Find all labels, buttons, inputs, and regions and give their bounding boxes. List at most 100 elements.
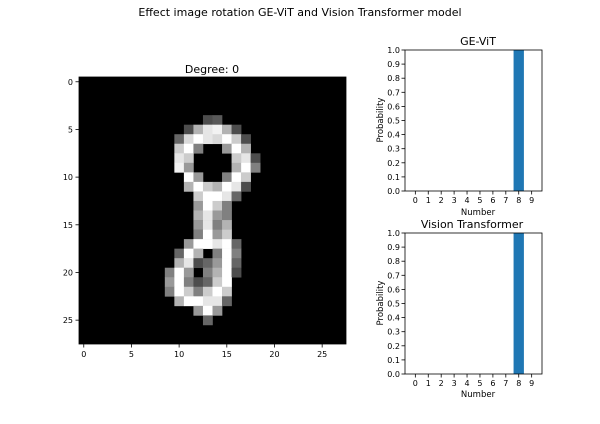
bar-y-tick-label: 0.9 [387, 60, 400, 69]
image-pixel [222, 172, 232, 183]
image-pixel [193, 172, 204, 183]
image-pixel [174, 153, 185, 164]
image-pixel [231, 181, 242, 192]
image-y-tick-label: 20 [63, 268, 73, 277]
image-pixel [222, 181, 232, 192]
image-y-tick-label: 15 [63, 221, 73, 230]
image-pixel [222, 277, 232, 288]
bar-y-tick-label: 0.2 [387, 342, 400, 351]
vision-transformer-y-axis-label: Probability [376, 281, 386, 326]
bar-y-tick-label: 0.0 [387, 187, 400, 196]
image-pixel [193, 258, 204, 269]
image-pixel [193, 143, 204, 154]
bar-y-tick-label: 0.3 [387, 328, 400, 337]
image-pixel [212, 277, 223, 288]
ge-vit-y-axis-label: Probability [376, 98, 386, 143]
image-pixel [231, 124, 242, 135]
image-pixel [202, 296, 213, 307]
probability-bar [513, 50, 524, 191]
image-pixel [212, 200, 223, 211]
bar-x-tick-label: 3 [452, 196, 457, 205]
image-pixel [164, 277, 175, 288]
bar-y-tick-label: 0.9 [387, 243, 400, 252]
vision-transformer-axes-frame [404, 232, 543, 375]
bar-x-tick-label: 2 [439, 196, 444, 205]
image-pixel [212, 267, 223, 278]
image-pixel [193, 200, 204, 211]
image-pixel [193, 134, 204, 145]
image-pixel [202, 258, 213, 269]
image-pixel [193, 239, 204, 249]
image-pixel [212, 248, 223, 259]
image-pixel [202, 191, 213, 202]
image-pixel [183, 296, 194, 307]
image-pixel [202, 134, 213, 145]
bar-y-tick-label: 0.7 [387, 271, 400, 280]
image-pixel [241, 143, 251, 154]
image-pixel [222, 124, 232, 135]
image-pixel [183, 162, 194, 173]
digit-image [79, 77, 346, 344]
bar-x-tick-label: 9 [529, 379, 534, 388]
image-pixel [183, 181, 194, 192]
vision-transformer-y-ticks: 0.0 0.1 0.2 0.3 0.4 0.5 0.6 0.7 0.8 0.9 1.0 [387, 229, 405, 379]
image-pixel [212, 115, 223, 125]
image-pixel [183, 143, 194, 154]
image-pixel [174, 267, 185, 278]
figure-suptitle: Effect image rotation GE-ViT and Vision … [138, 6, 461, 19]
image-pixel [222, 200, 232, 211]
image-pixel [212, 191, 223, 202]
image-pixel [212, 286, 223, 297]
image-pixel [231, 162, 242, 173]
image-pixel [193, 181, 204, 192]
image-pixel [193, 191, 204, 202]
bar-x-tick-label: 5 [477, 196, 482, 205]
image-pixel [202, 210, 213, 221]
ge-vit-x-axis-label: Number [461, 208, 496, 218]
image-pixel [231, 267, 242, 278]
image-pixel [202, 181, 213, 192]
image-pixel [193, 296, 204, 307]
image-pixel [202, 200, 213, 211]
vision-transformer-chart-title: Vision Transformer [421, 218, 524, 231]
vision-transformer-bars [513, 233, 524, 374]
image-pixel [193, 229, 204, 240]
image-pixel [202, 115, 213, 125]
image-pixel [183, 124, 194, 135]
bar-x-tick-label: 0 [413, 379, 418, 388]
image-pixel [174, 248, 185, 259]
bar-y-tick-label: 0.8 [387, 257, 400, 266]
image-pixel [231, 172, 242, 183]
bar-x-tick-label: 3 [452, 379, 457, 388]
image-pixel [241, 181, 251, 192]
image-pixel [222, 258, 232, 269]
image-pixel [193, 277, 204, 288]
image-pixel [183, 286, 194, 297]
image-pixel [174, 277, 185, 288]
bar-x-tick-label: 5 [477, 379, 482, 388]
image-pixel [212, 210, 223, 221]
ge-vit-bars [513, 50, 524, 191]
image-pixel [222, 286, 232, 297]
image-y-tick-label: 0 [68, 78, 73, 87]
image-pixel [250, 162, 261, 173]
bar-x-tick-label: 7 [503, 379, 508, 388]
image-pixel [174, 258, 185, 269]
image-pixel [202, 124, 213, 135]
image-pixel [174, 296, 185, 307]
bar-y-tick-label: 0.5 [387, 300, 400, 309]
image-pixel [202, 286, 213, 297]
image-x-tick-label: 5 [129, 350, 134, 359]
image-pixel [222, 239, 232, 249]
bar-y-tick-label: 0.1 [387, 173, 400, 182]
image-pixel [183, 258, 194, 269]
bar-x-tick-label: 4 [464, 196, 469, 205]
image-x-tick-label: 25 [317, 350, 327, 359]
image-pixel [202, 229, 213, 240]
image-pixel [231, 258, 242, 269]
